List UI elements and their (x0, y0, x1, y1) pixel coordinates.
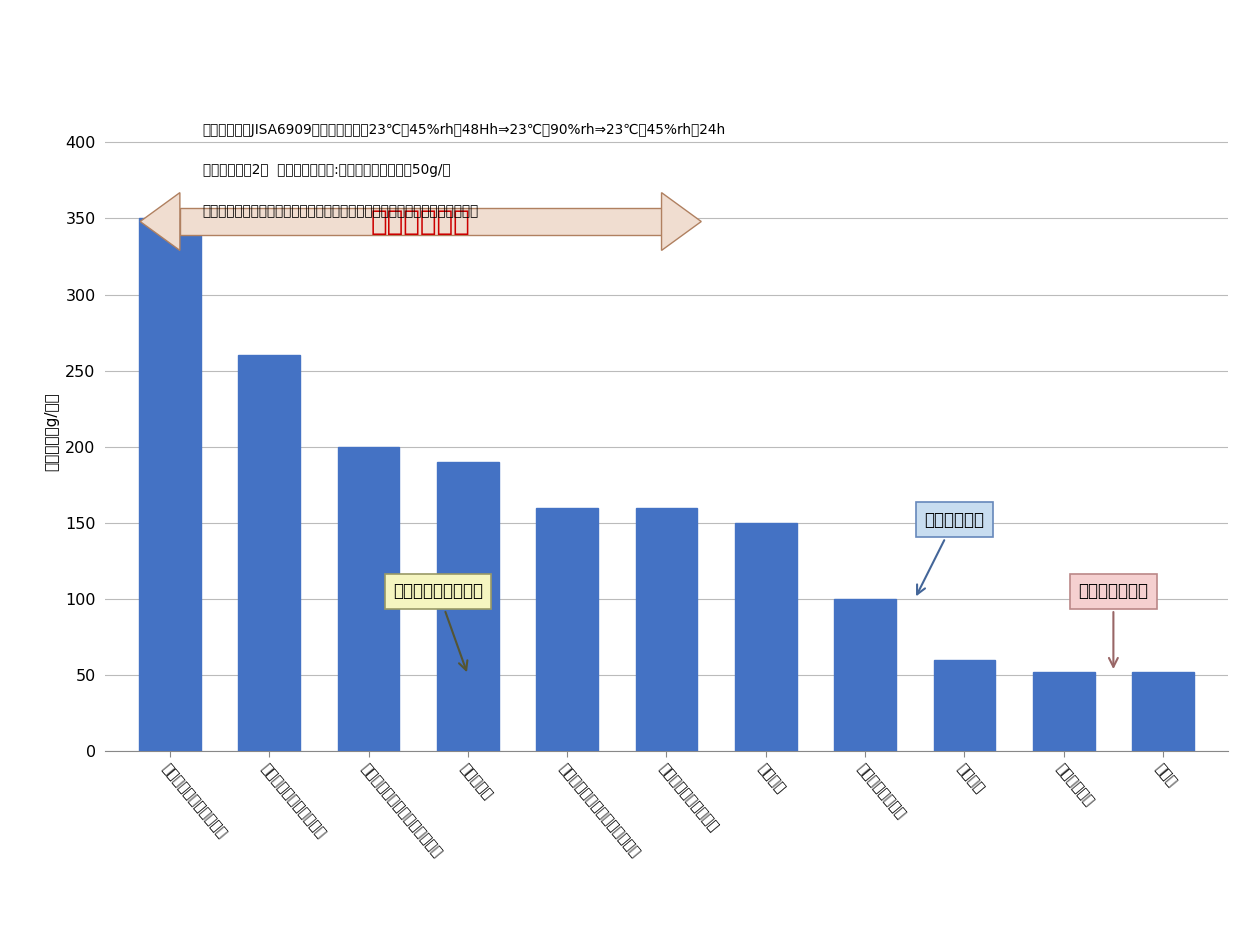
Polygon shape (661, 192, 702, 250)
Bar (636, 508, 697, 751)
Bar (337, 447, 399, 751)
Bar (436, 462, 498, 751)
Bar (1033, 672, 1095, 751)
Bar (537, 508, 598, 751)
Bar (934, 660, 996, 751)
Bar (139, 218, 201, 751)
Text: ・塗り厚さ：2㎜  石膏ボード下地:石膏ボードの調湿性50g/㎡: ・塗り厚さ：2㎜ 石膏ボード下地:石膏ボードの調湿性50g/㎡ (202, 163, 450, 177)
Text: 漆喰、シラス系: 漆喰、シラス系 (1079, 582, 1148, 667)
Text: 白色珪藻土系: 白色珪藻土系 (918, 510, 985, 594)
Bar (735, 522, 796, 751)
Text: ・試験方法：JISA6909準拠　・条件：23℃、45%rh、48Hh⇒23℃、90%rh⇒23℃、45%rh、24h: ・試験方法：JISA6909準拠 ・条件：23℃、45%rh、48Hh⇒23℃、… (202, 123, 725, 137)
Text: ・テスト場所：滋賀県立工業技術センター　　・実施者：㈱自然素材研究所: ・テスト場所：滋賀県立工業技術センター ・実施者：㈱自然素材研究所 (202, 204, 479, 218)
Polygon shape (140, 192, 180, 250)
Text: 調湿塗り壁材の調湿性能比較: 調湿塗り壁材の調湿性能比較 (458, 28, 782, 70)
Bar (1132, 672, 1194, 751)
Bar (835, 599, 897, 751)
Bar (180, 208, 661, 235)
Y-axis label: 調湿性能（g/㎡）: 調湿性能（g/㎡） (45, 392, 60, 471)
Text: 稚内珪藻土系: 稚内珪藻土系 (371, 207, 471, 235)
Text: 石膏ボードの調湿性: 石膏ボードの調湿性 (393, 582, 484, 670)
Bar (238, 355, 300, 751)
